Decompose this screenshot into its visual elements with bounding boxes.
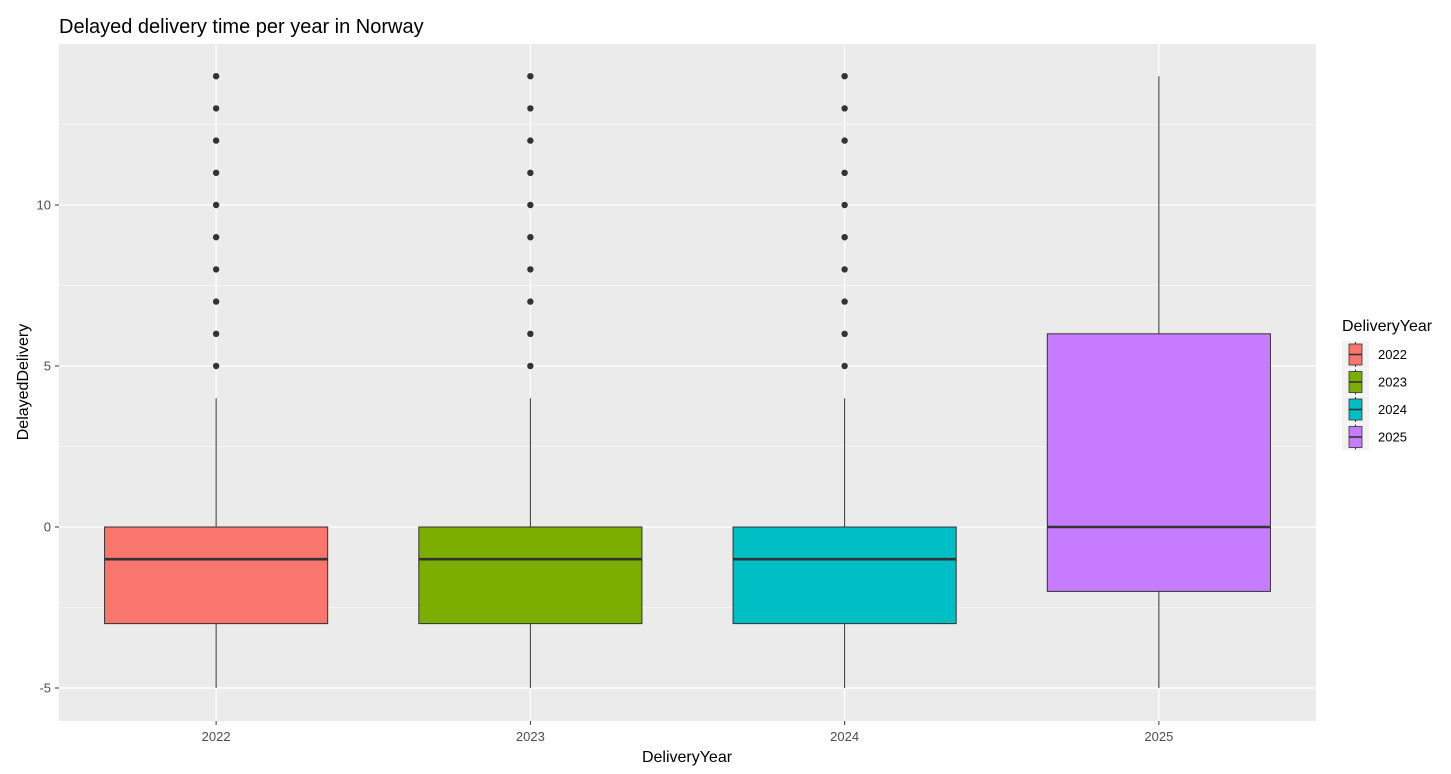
x-tick-label: 2023 [516, 729, 545, 744]
box-2024 [732, 73, 957, 688]
x-tick-label: 2025 [1144, 729, 1173, 744]
box-2023 [418, 73, 643, 688]
legend-item-2024: 2024 [1342, 396, 1407, 423]
y-tick-label: -5 [39, 681, 51, 696]
outlier-point [527, 234, 534, 241]
y-axis: -5 0 5 10 [37, 198, 59, 696]
legend-item-2025: 2025 [1342, 423, 1407, 451]
x-tick-label: 2024 [830, 729, 859, 744]
y-axis-title: DelayedDelivery [15, 324, 32, 441]
outlier-point [841, 73, 848, 80]
outlier-point [212, 73, 220, 80]
outlier-point [527, 298, 534, 305]
iqr-box [418, 526, 643, 625]
outlier-point [841, 362, 848, 370]
legend-label: 2025 [1378, 430, 1407, 445]
outlier-point [527, 105, 534, 112]
outlier-point [841, 201, 848, 209]
outlier-point [841, 298, 848, 305]
box-2025 [1046, 76, 1271, 688]
chart-title: Delayed delivery time per year in Norway [59, 16, 424, 38]
legend-item-2023: 2023 [1342, 368, 1407, 396]
legend-label: 2024 [1378, 402, 1407, 417]
iqr-box [104, 526, 329, 625]
outlier-point [212, 234, 220, 241]
outlier-point [841, 330, 848, 337]
outlier-point [527, 73, 534, 80]
x-axis-title: DeliveryYear [642, 749, 733, 766]
box-2022 [104, 73, 329, 688]
legend-item-2022: 2022 [1342, 341, 1407, 368]
iqr-box [732, 526, 957, 625]
outlier-point [212, 266, 220, 273]
outlier-point [527, 330, 534, 337]
y-tick-label: 5 [44, 359, 51, 374]
outlier-point [212, 105, 220, 112]
outlier-point [212, 362, 220, 370]
outlier-point [841, 105, 848, 112]
outlier-point [212, 298, 220, 305]
outlier-point [212, 169, 220, 176]
outlier-point [841, 137, 848, 144]
x-tick-label: 2022 [202, 729, 231, 744]
legend: DeliveryYear 2022 2023 2024 2025 [1342, 318, 1433, 451]
outlier-point [527, 362, 534, 370]
outlier-point [841, 169, 848, 176]
outlier-point [212, 330, 220, 337]
outlier-point [212, 137, 220, 144]
x-axis: 2022 2023 2024 2025 [202, 721, 1173, 744]
legend-title: DeliveryYear [1342, 318, 1433, 335]
outlier-point [527, 137, 534, 144]
y-tick-label: 0 [44, 520, 51, 535]
outlier-point [841, 234, 848, 241]
y-tick-label: 10 [37, 198, 51, 213]
outlier-point [527, 169, 534, 176]
outlier-point [527, 266, 534, 273]
boxes-layer [104, 73, 1271, 688]
outlier-point [841, 266, 848, 273]
legend-label: 2023 [1378, 375, 1407, 390]
outlier-point [212, 201, 220, 209]
outlier-point [527, 201, 534, 209]
iqr-box [1046, 333, 1271, 592]
legend-label: 2022 [1378, 347, 1407, 362]
